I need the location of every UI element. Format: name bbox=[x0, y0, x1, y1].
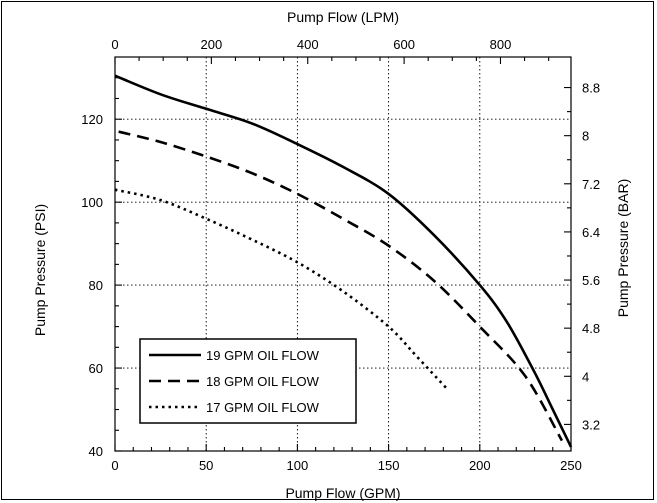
series-line-19-gpm bbox=[114, 74, 573, 448]
y-tick-label: 100 bbox=[81, 195, 103, 210]
y2-tick-label: 4 bbox=[582, 369, 589, 384]
y-tick-label: 40 bbox=[89, 444, 103, 459]
x2-axis-title: Pump Flow (LPM) bbox=[287, 9, 399, 25]
y2-tick-label: 7.2 bbox=[582, 177, 600, 192]
y2-axis-title: Pump Pressure (BAR) bbox=[615, 179, 631, 317]
x2-tick-label: 200 bbox=[201, 37, 223, 52]
y2-tick-label: 4.8 bbox=[582, 321, 600, 336]
y2-tick-label: 6.4 bbox=[582, 225, 600, 240]
x2-tick-label: 800 bbox=[490, 37, 512, 52]
x2-tick-label: 600 bbox=[393, 37, 415, 52]
y-tick-label: 80 bbox=[89, 278, 103, 293]
axis-tick-labels: 0 50 100 150 200 250 40 60 80 100 120 0 200 400 600 800… bbox=[81, 37, 600, 473]
x-tick-label: 200 bbox=[469, 458, 491, 473]
x-axis-title: Pump Flow (GPM) bbox=[285, 485, 400, 501]
legend: 19 GPM OIL FLOW 18 GPM OIL FLOW 17 GPM O… bbox=[139, 338, 357, 424]
axis-ticks bbox=[114, 57, 572, 452]
y-axis-title: Pump Pressure (PSI) bbox=[32, 204, 48, 336]
series-line-17-gpm bbox=[114, 188, 448, 390]
y2-tick-label: 8 bbox=[582, 129, 589, 144]
y-tick-label: 120 bbox=[81, 112, 103, 127]
x-tick-label: 250 bbox=[560, 458, 582, 473]
series-line-18-gpm bbox=[118, 130, 564, 442]
legend-label-17-gpm: 17 GPM OIL FLOW bbox=[206, 400, 320, 415]
y2-tick-label: 3.2 bbox=[582, 417, 600, 432]
x2-tick-label: 400 bbox=[297, 37, 319, 52]
y-tick-label: 60 bbox=[89, 361, 103, 376]
x-tick-label: 100 bbox=[287, 458, 309, 473]
x-tick-label: 150 bbox=[378, 458, 400, 473]
y2-tick-label: 5.6 bbox=[582, 273, 600, 288]
series-lines bbox=[114, 74, 573, 448]
x-tick-label: 0 bbox=[111, 458, 118, 473]
legend-label-18-gpm: 18 GPM OIL FLOW bbox=[206, 374, 320, 389]
y2-tick-label: 8.8 bbox=[582, 81, 600, 96]
x-tick-label: 50 bbox=[199, 458, 213, 473]
plot-area-border bbox=[114, 56, 572, 452]
x2-tick-label: 0 bbox=[111, 37, 118, 52]
legend-label-19-gpm: 19 GPM OIL FLOW bbox=[206, 348, 320, 363]
